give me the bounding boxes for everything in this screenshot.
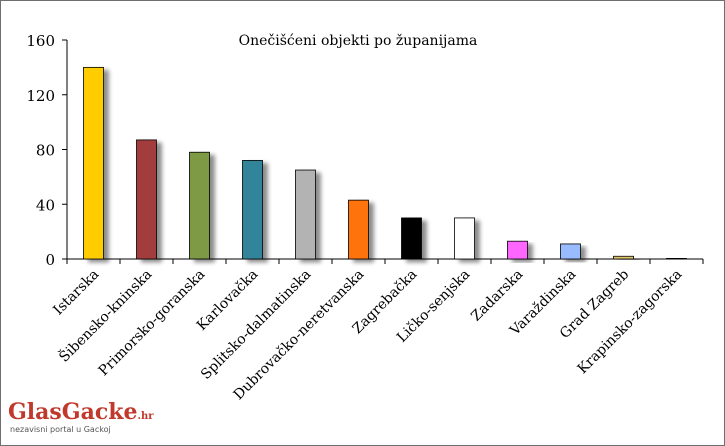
- logo-text-glas: Glas: [8, 399, 62, 425]
- x-tick-label: Istarska: [50, 267, 102, 319]
- bar: [242, 160, 263, 260]
- bar: [560, 243, 581, 260]
- y-tick-label: 120: [26, 87, 55, 105]
- y-tick-label: 160: [26, 32, 55, 50]
- logo-tagline: nezavisni portal u Gackoj: [10, 425, 111, 434]
- bar: [348, 199, 369, 260]
- x-tick-label: Krapinsko-zagorska: [575, 267, 686, 378]
- glasgacke-logo: GlasGacke.hr nezavisni portal u Gackoj: [8, 396, 154, 442]
- logo-text-suffix: .hr: [137, 411, 154, 422]
- y-tick-label: 80: [36, 142, 55, 160]
- bar: [666, 257, 687, 260]
- bar: [295, 169, 316, 260]
- bar: [189, 151, 210, 260]
- y-tick-label: 40: [36, 196, 55, 214]
- chart-title: Onečišćeni objekti po županijama: [239, 32, 478, 49]
- bars: [83, 66, 687, 260]
- x-tick-label: Primorsko-goranska: [96, 267, 209, 380]
- axes: 0 40 80 120 160: [26, 32, 704, 269]
- x-tick-label: Šibensko-kninska: [55, 265, 156, 366]
- logo-text-gacke: Gacke: [61, 399, 138, 425]
- bar: [613, 255, 634, 260]
- bar: [454, 217, 475, 260]
- bar: [136, 139, 157, 260]
- x-tick-labels: IstarskaŠibensko-kninskaPrimorsko-gorans…: [50, 265, 685, 403]
- bar: [507, 240, 528, 260]
- y-tick-label: 0: [45, 251, 55, 269]
- bar: [83, 66, 104, 260]
- bar: [401, 217, 422, 260]
